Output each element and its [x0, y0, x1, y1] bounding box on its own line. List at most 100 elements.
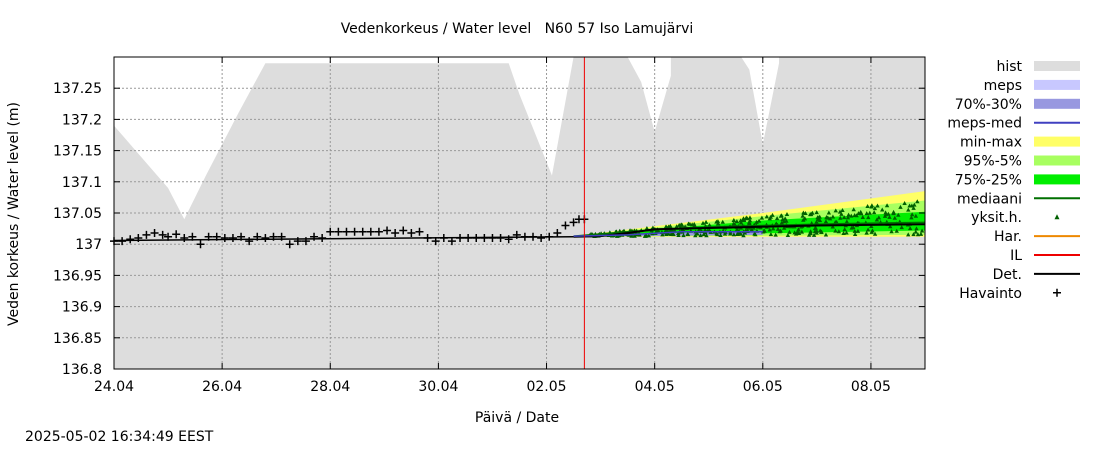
member-point — [799, 229, 805, 234]
observation-point — [456, 233, 465, 242]
legend-label: min-max — [960, 135, 1022, 151]
member-point — [914, 226, 919, 231]
member-point — [882, 213, 888, 218]
member-point — [819, 229, 824, 234]
observation-point — [383, 226, 392, 235]
observation-point — [512, 230, 521, 239]
member-point — [823, 219, 829, 224]
observation-point — [423, 233, 432, 242]
member-point — [830, 224, 835, 229]
y-tick-label: 137 — [75, 237, 102, 253]
member-point — [912, 202, 917, 207]
legend-label: Har. — [994, 229, 1022, 245]
observation-point — [318, 233, 327, 242]
member-point — [911, 232, 916, 237]
member-point — [840, 207, 845, 212]
observation-point — [537, 233, 546, 242]
observation-point — [334, 227, 343, 236]
legend-swatch — [1034, 79, 1080, 90]
member-point — [823, 232, 829, 237]
member-point — [865, 227, 871, 232]
series-line-mediaani — [573, 221, 926, 237]
observation-point — [480, 233, 489, 242]
x-tick-label: 26.04 — [202, 379, 242, 395]
member-point — [761, 229, 766, 234]
observation-point — [520, 232, 529, 241]
member-point — [849, 213, 854, 218]
legend-label: Havainto — [959, 286, 1022, 302]
legend: hist meps 70%-30% meps-med min-max 95%-5% 75%-… — [947, 59, 1080, 302]
member-point — [907, 203, 912, 208]
member-point — [731, 218, 736, 223]
y-tick-label: 136.85 — [53, 331, 102, 347]
member-point — [686, 221, 691, 226]
member-point — [800, 213, 805, 218]
series-line-mepsmed — [573, 230, 763, 237]
y-tick-label: 136.95 — [53, 268, 102, 284]
member-point — [704, 233, 709, 238]
member-point — [852, 232, 858, 237]
member-point — [795, 229, 800, 234]
member-point — [701, 232, 706, 237]
member-point — [880, 207, 885, 212]
observation-point — [142, 230, 151, 239]
legend-swatch — [1034, 155, 1080, 166]
observation-point — [399, 226, 408, 235]
member-point — [810, 210, 815, 215]
observation-point — [350, 227, 359, 236]
observation-point — [310, 232, 319, 241]
member-point — [728, 231, 733, 236]
member-point — [814, 219, 819, 224]
member-point — [851, 207, 856, 212]
member-point — [860, 215, 866, 220]
member-point — [866, 215, 871, 220]
member-point — [817, 218, 823, 223]
member-point — [679, 222, 684, 227]
y-tick-label: 136.9 — [62, 300, 102, 316]
observation-point — [504, 235, 513, 244]
observation-point — [366, 227, 375, 236]
member-point — [782, 216, 788, 221]
member-point — [833, 208, 838, 213]
member-point — [692, 221, 697, 226]
plot-area — [110, 57, 926, 369]
member-point — [764, 214, 770, 219]
member-point — [676, 233, 681, 238]
observation-point — [237, 232, 246, 241]
legend-label: meps-med — [947, 116, 1022, 132]
y-tick-label: 137.05 — [53, 206, 102, 222]
member-point — [915, 199, 920, 204]
member-point — [842, 227, 847, 232]
member-point — [830, 214, 836, 219]
member-point — [629, 233, 634, 238]
observation-point — [158, 230, 167, 239]
member-point — [738, 218, 743, 223]
member-point — [887, 214, 892, 219]
x-tick-label: 30.04 — [418, 379, 458, 395]
member-point — [660, 232, 665, 237]
member-point — [909, 212, 915, 217]
member-point — [864, 211, 869, 216]
member-point — [838, 215, 843, 220]
observation-point — [245, 237, 254, 246]
observation-point — [277, 232, 286, 241]
observation-point — [569, 218, 578, 227]
member-point — [768, 232, 774, 237]
y-axis-label: Veden korkeus / Water level (m) — [6, 102, 22, 326]
legend-label: yksit.h. — [971, 210, 1022, 226]
member-point — [784, 218, 789, 223]
member-point — [837, 209, 843, 214]
observation-point — [464, 233, 473, 242]
x-axis-label: Päivä / Date — [475, 410, 559, 426]
member-point — [747, 221, 752, 226]
observation-point — [301, 237, 310, 246]
member-point — [844, 219, 850, 224]
member-point — [839, 211, 844, 216]
member-point — [787, 229, 792, 234]
member-point — [666, 224, 671, 229]
observation-point — [488, 233, 497, 242]
member-point — [852, 228, 857, 233]
x-tick-label: 08.05 — [851, 379, 891, 395]
y-tick-label: 137.1 — [62, 175, 102, 191]
member-point — [770, 212, 775, 217]
